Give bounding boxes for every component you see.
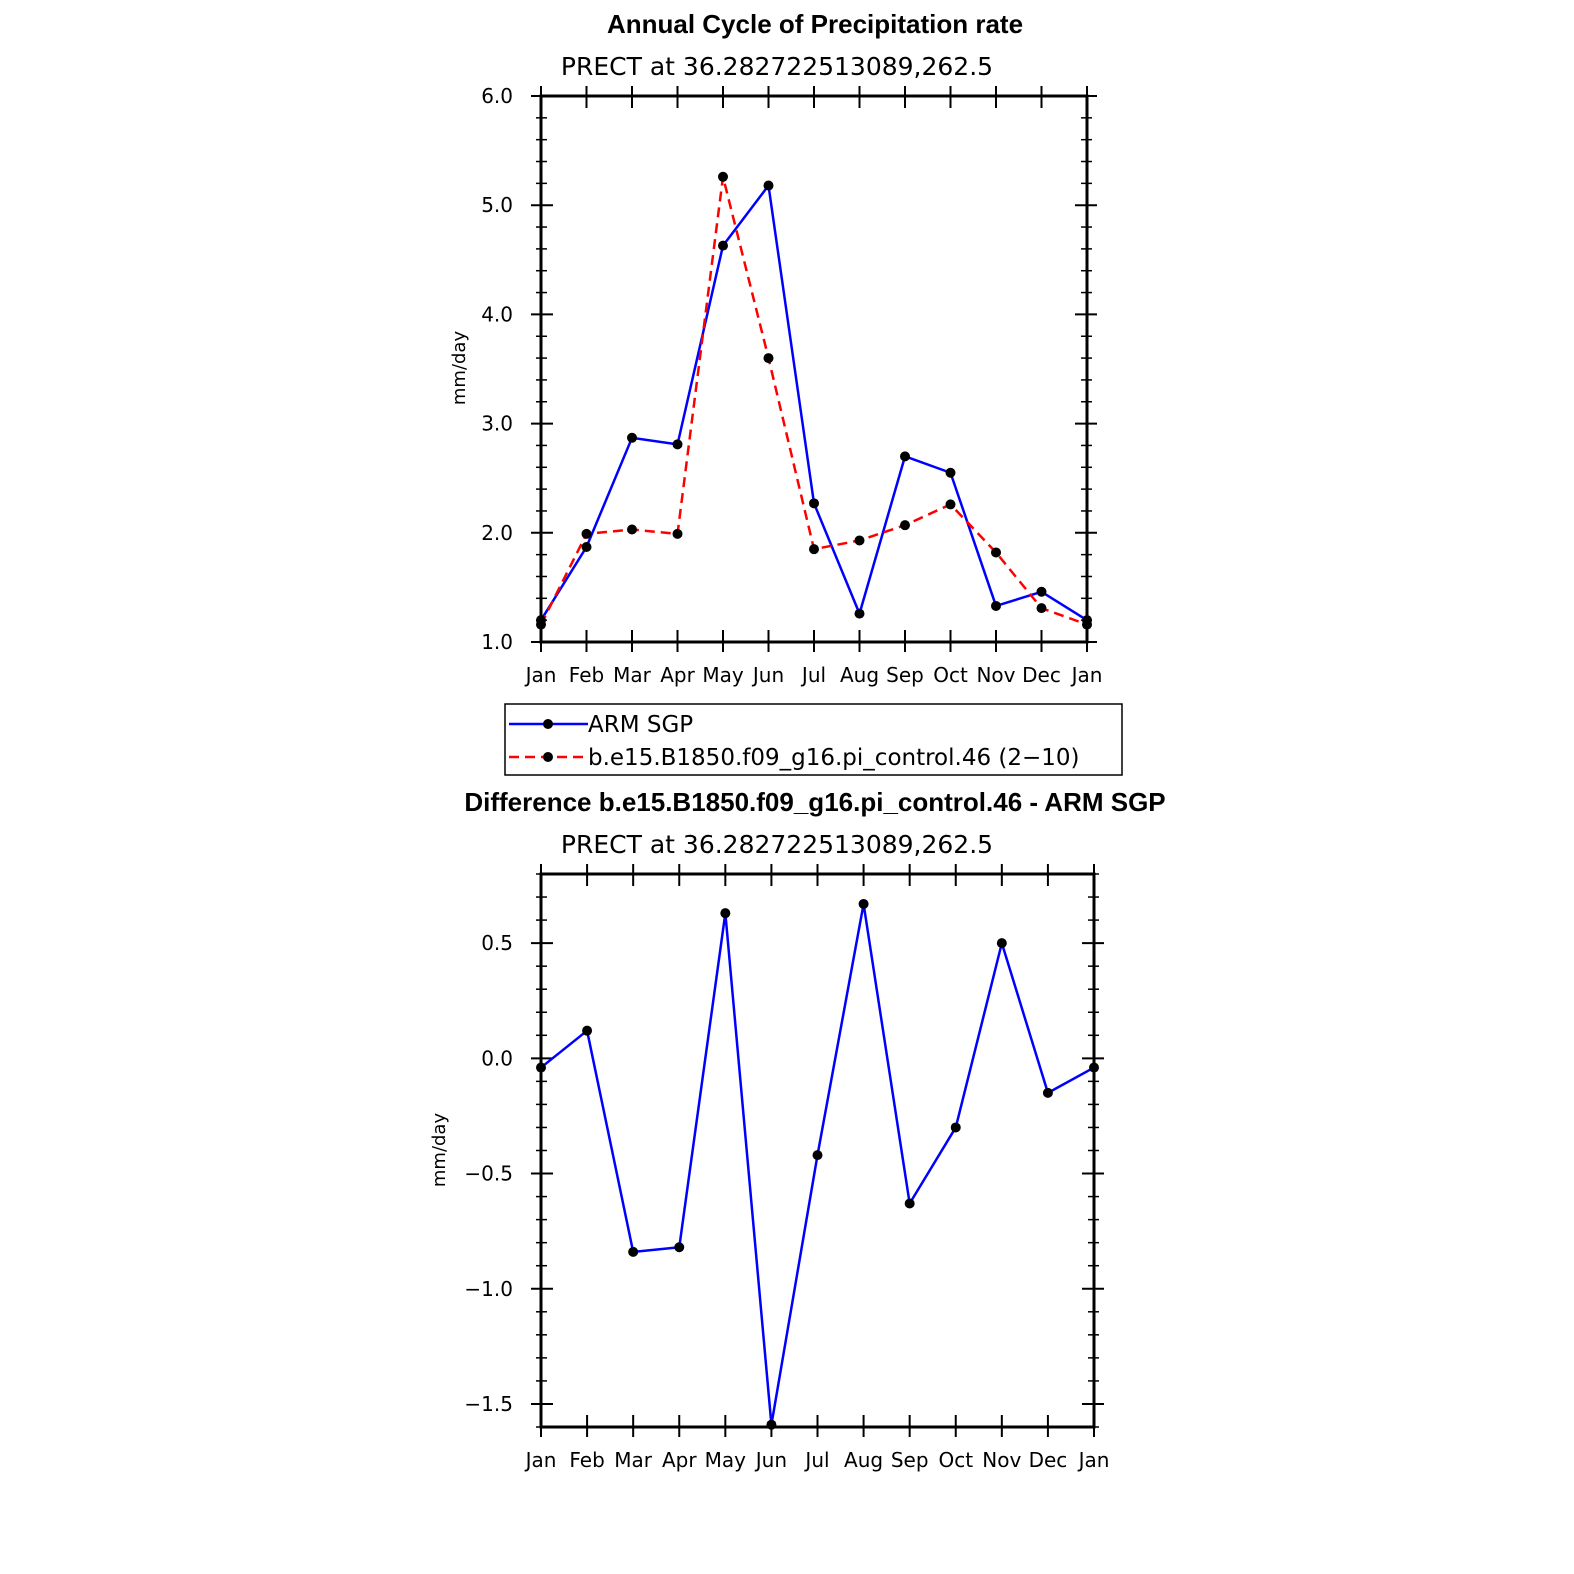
series-0-point <box>900 451 910 462</box>
series-0-point <box>581 541 592 552</box>
precip-annual-cycle-chart: Annual Cycle of Precipitation rate PRECT… <box>449 9 1102 687</box>
y-tick-labels: 1.0 2.0 3.0 4.0 5.0 6.0 <box>481 84 513 654</box>
series-1-point <box>991 547 1001 558</box>
x-tick-label: Oct <box>938 1448 973 1472</box>
series-1-point <box>809 544 819 555</box>
x-tick-label: Aug <box>844 1448 883 1472</box>
y-tick-label: 6.0 <box>481 84 513 108</box>
series-0-point <box>991 600 1001 611</box>
x-tick-label: Sep <box>891 1448 929 1472</box>
series-0-point <box>996 938 1007 949</box>
series-0-point <box>858 898 869 909</box>
x-tick-label: Apr <box>660 663 695 687</box>
series-1-point <box>900 520 910 531</box>
series-1-point <box>581 528 592 539</box>
y-tick-label: 0.0 <box>481 1046 513 1070</box>
x-tick-label: Dec <box>1022 663 1061 687</box>
series-0-point <box>950 1122 961 1133</box>
x-tick-label: Nov <box>982 1448 1021 1472</box>
series-0-point <box>674 1242 685 1253</box>
series-1-point <box>763 353 774 364</box>
series-layer <box>536 898 1099 1430</box>
axis-ticks <box>531 86 1097 652</box>
y-tick-label: −1.0 <box>464 1277 513 1301</box>
series-0-point <box>809 498 819 509</box>
x-tick-label: Dec <box>1029 1448 1068 1472</box>
y-tick-label: 1.0 <box>481 630 513 654</box>
series-layer <box>536 171 1092 630</box>
x-tick-label: Feb <box>569 1448 604 1472</box>
y-tick-label: 2.0 <box>481 521 513 545</box>
series-0-point <box>582 1025 593 1036</box>
series-1-point <box>945 499 956 510</box>
x-tick-label: Jun <box>751 663 784 687</box>
y-tick-label: 3.0 <box>481 412 513 436</box>
legend-label-model: b.e15.B1850.f09_g16.pi_control.46 (2−10) <box>588 745 1080 771</box>
legend-marker-arm-sgp <box>543 719 553 729</box>
y-axis-label: mm/day <box>429 1113 450 1188</box>
series-0-point <box>763 180 774 191</box>
series-0-point <box>720 908 731 919</box>
series-0-point <box>627 432 637 443</box>
legend-label-arm-sgp: ARM SGP <box>588 712 693 738</box>
series-0-point <box>904 1198 915 1209</box>
chart-title: Annual Cycle of Precipitation rate <box>607 9 1023 39</box>
legend: ARM SGP b.e15.B1850.f09_g16.pi_control.4… <box>504 703 1123 776</box>
plot-frame <box>539 94 1089 644</box>
y-axis-label: mm/day <box>449 331 470 406</box>
x-tick-label: Jan <box>524 663 557 687</box>
series-0-point <box>945 467 956 478</box>
chart-title: Difference b.e15.B1850.f09_g16.pi_contro… <box>464 787 1165 817</box>
series-1-point <box>854 535 865 546</box>
x-tick-label: Jan <box>1077 1448 1110 1472</box>
x-tick-label: Oct <box>933 663 968 687</box>
y-tick-label: 0.5 <box>481 931 513 955</box>
x-tick-label: Jul <box>803 1448 829 1472</box>
x-tick-label: Mar <box>613 663 652 687</box>
x-tick-label: Apr <box>662 1448 697 1472</box>
chart-subtitle: PRECT at 36.282722513089,262.5 <box>561 52 993 81</box>
series-0-point <box>812 1150 823 1161</box>
x-tick-labels: Jan Feb Mar Apr May Jun Jul Aug Sep Oct Nov Dec Jan <box>524 1448 1110 1472</box>
series-0-point <box>628 1246 639 1257</box>
x-tick-label: Jul <box>800 663 826 687</box>
x-tick-label: May <box>702 663 744 687</box>
series-1-point <box>672 528 683 539</box>
series-line-1 <box>539 175 1088 626</box>
x-tick-label: Jun <box>754 1448 787 1472</box>
precip-difference-chart: Difference b.e15.B1850.f09_g16.pi_contro… <box>429 787 1166 1472</box>
x-tick-label: May <box>705 1448 747 1472</box>
x-tick-label: Nov <box>976 663 1015 687</box>
x-tick-label: Sep <box>886 663 924 687</box>
series-1-point <box>718 171 728 182</box>
x-tick-label: Feb <box>569 663 604 687</box>
legend-marker-model <box>543 752 553 762</box>
series-0-point <box>1042 1087 1053 1098</box>
x-tick-label: Mar <box>614 1448 653 1472</box>
series-line-0 <box>540 902 1095 1426</box>
y-tick-label: −1.5 <box>464 1392 513 1416</box>
x-tick-label: Jan <box>524 1448 557 1472</box>
x-tick-labels: Jan Feb Mar Apr May Jun Jul Aug Sep Oct Nov Dec Jan <box>524 663 1103 687</box>
y-tick-labels: −1.5 −1.0 −0.5 0.0 0.5 <box>464 931 513 1416</box>
y-tick-label: 5.0 <box>481 193 513 217</box>
x-tick-label: Aug <box>840 663 879 687</box>
x-tick-label: Jan <box>1070 663 1103 687</box>
chart-subtitle: PRECT at 36.282722513089,262.5 <box>561 830 993 859</box>
plot-frame <box>539 872 1096 1429</box>
series-0-point <box>672 439 683 450</box>
series-0-point <box>854 608 865 619</box>
series-1-point <box>1036 603 1047 614</box>
y-tick-label: −0.5 <box>464 1162 513 1186</box>
series-1-point <box>627 524 637 535</box>
series-line-0 <box>539 184 1088 622</box>
series-0-point <box>718 240 728 251</box>
legend-box <box>504 703 1123 776</box>
y-tick-label: 4.0 <box>481 302 513 326</box>
series-0-point <box>1036 586 1047 597</box>
